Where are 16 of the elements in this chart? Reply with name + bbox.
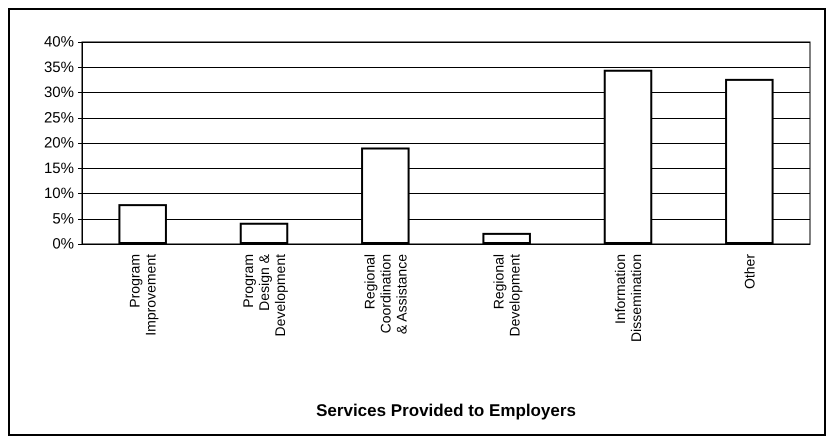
- y-tick-label: 35%: [44, 58, 74, 76]
- y-tick-label: 25%: [44, 109, 74, 126]
- x-tick-label: Other: [741, 254, 758, 290]
- x-tick-label: Program Design & Development: [240, 253, 288, 336]
- x-tick-label: Regional Coordination & Assistance: [361, 254, 410, 334]
- y-tick-label: 20%: [44, 134, 74, 152]
- y-tick-label: 10%: [44, 185, 74, 202]
- y-tick-label: 15%: [44, 160, 74, 177]
- y-tick-label: 30%: [44, 84, 74, 101]
- x-tick-label: Regional Development: [490, 254, 523, 336]
- y-tick-label: 0%: [52, 236, 74, 252]
- x-tick-label: Program Improvement: [126, 254, 159, 336]
- x-tick-label: Information Dissemination: [612, 254, 644, 342]
- y-tick-label: 40%: [44, 34, 74, 50]
- x-axis-title: Services Provided to Employers: [316, 401, 576, 420]
- y-tick-label: 5%: [52, 210, 74, 228]
